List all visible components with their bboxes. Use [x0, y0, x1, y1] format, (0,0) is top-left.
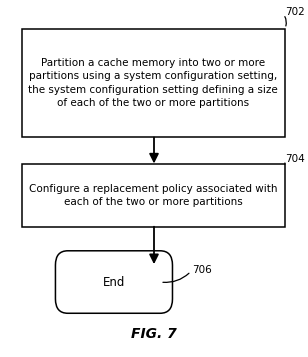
Text: End: End — [103, 276, 125, 288]
FancyBboxPatch shape — [22, 29, 285, 137]
Text: 704: 704 — [285, 154, 305, 164]
Text: Partition a cache memory into two or more
partitions using a system configuratio: Partition a cache memory into two or mor… — [28, 58, 278, 108]
Text: Configure a replacement policy associated with
each of the two or more partition: Configure a replacement policy associate… — [29, 184, 278, 207]
FancyBboxPatch shape — [22, 164, 285, 227]
Text: 706: 706 — [192, 265, 212, 275]
Text: 702: 702 — [285, 7, 305, 17]
FancyBboxPatch shape — [55, 251, 172, 313]
Text: FIG. 7: FIG. 7 — [131, 327, 177, 341]
